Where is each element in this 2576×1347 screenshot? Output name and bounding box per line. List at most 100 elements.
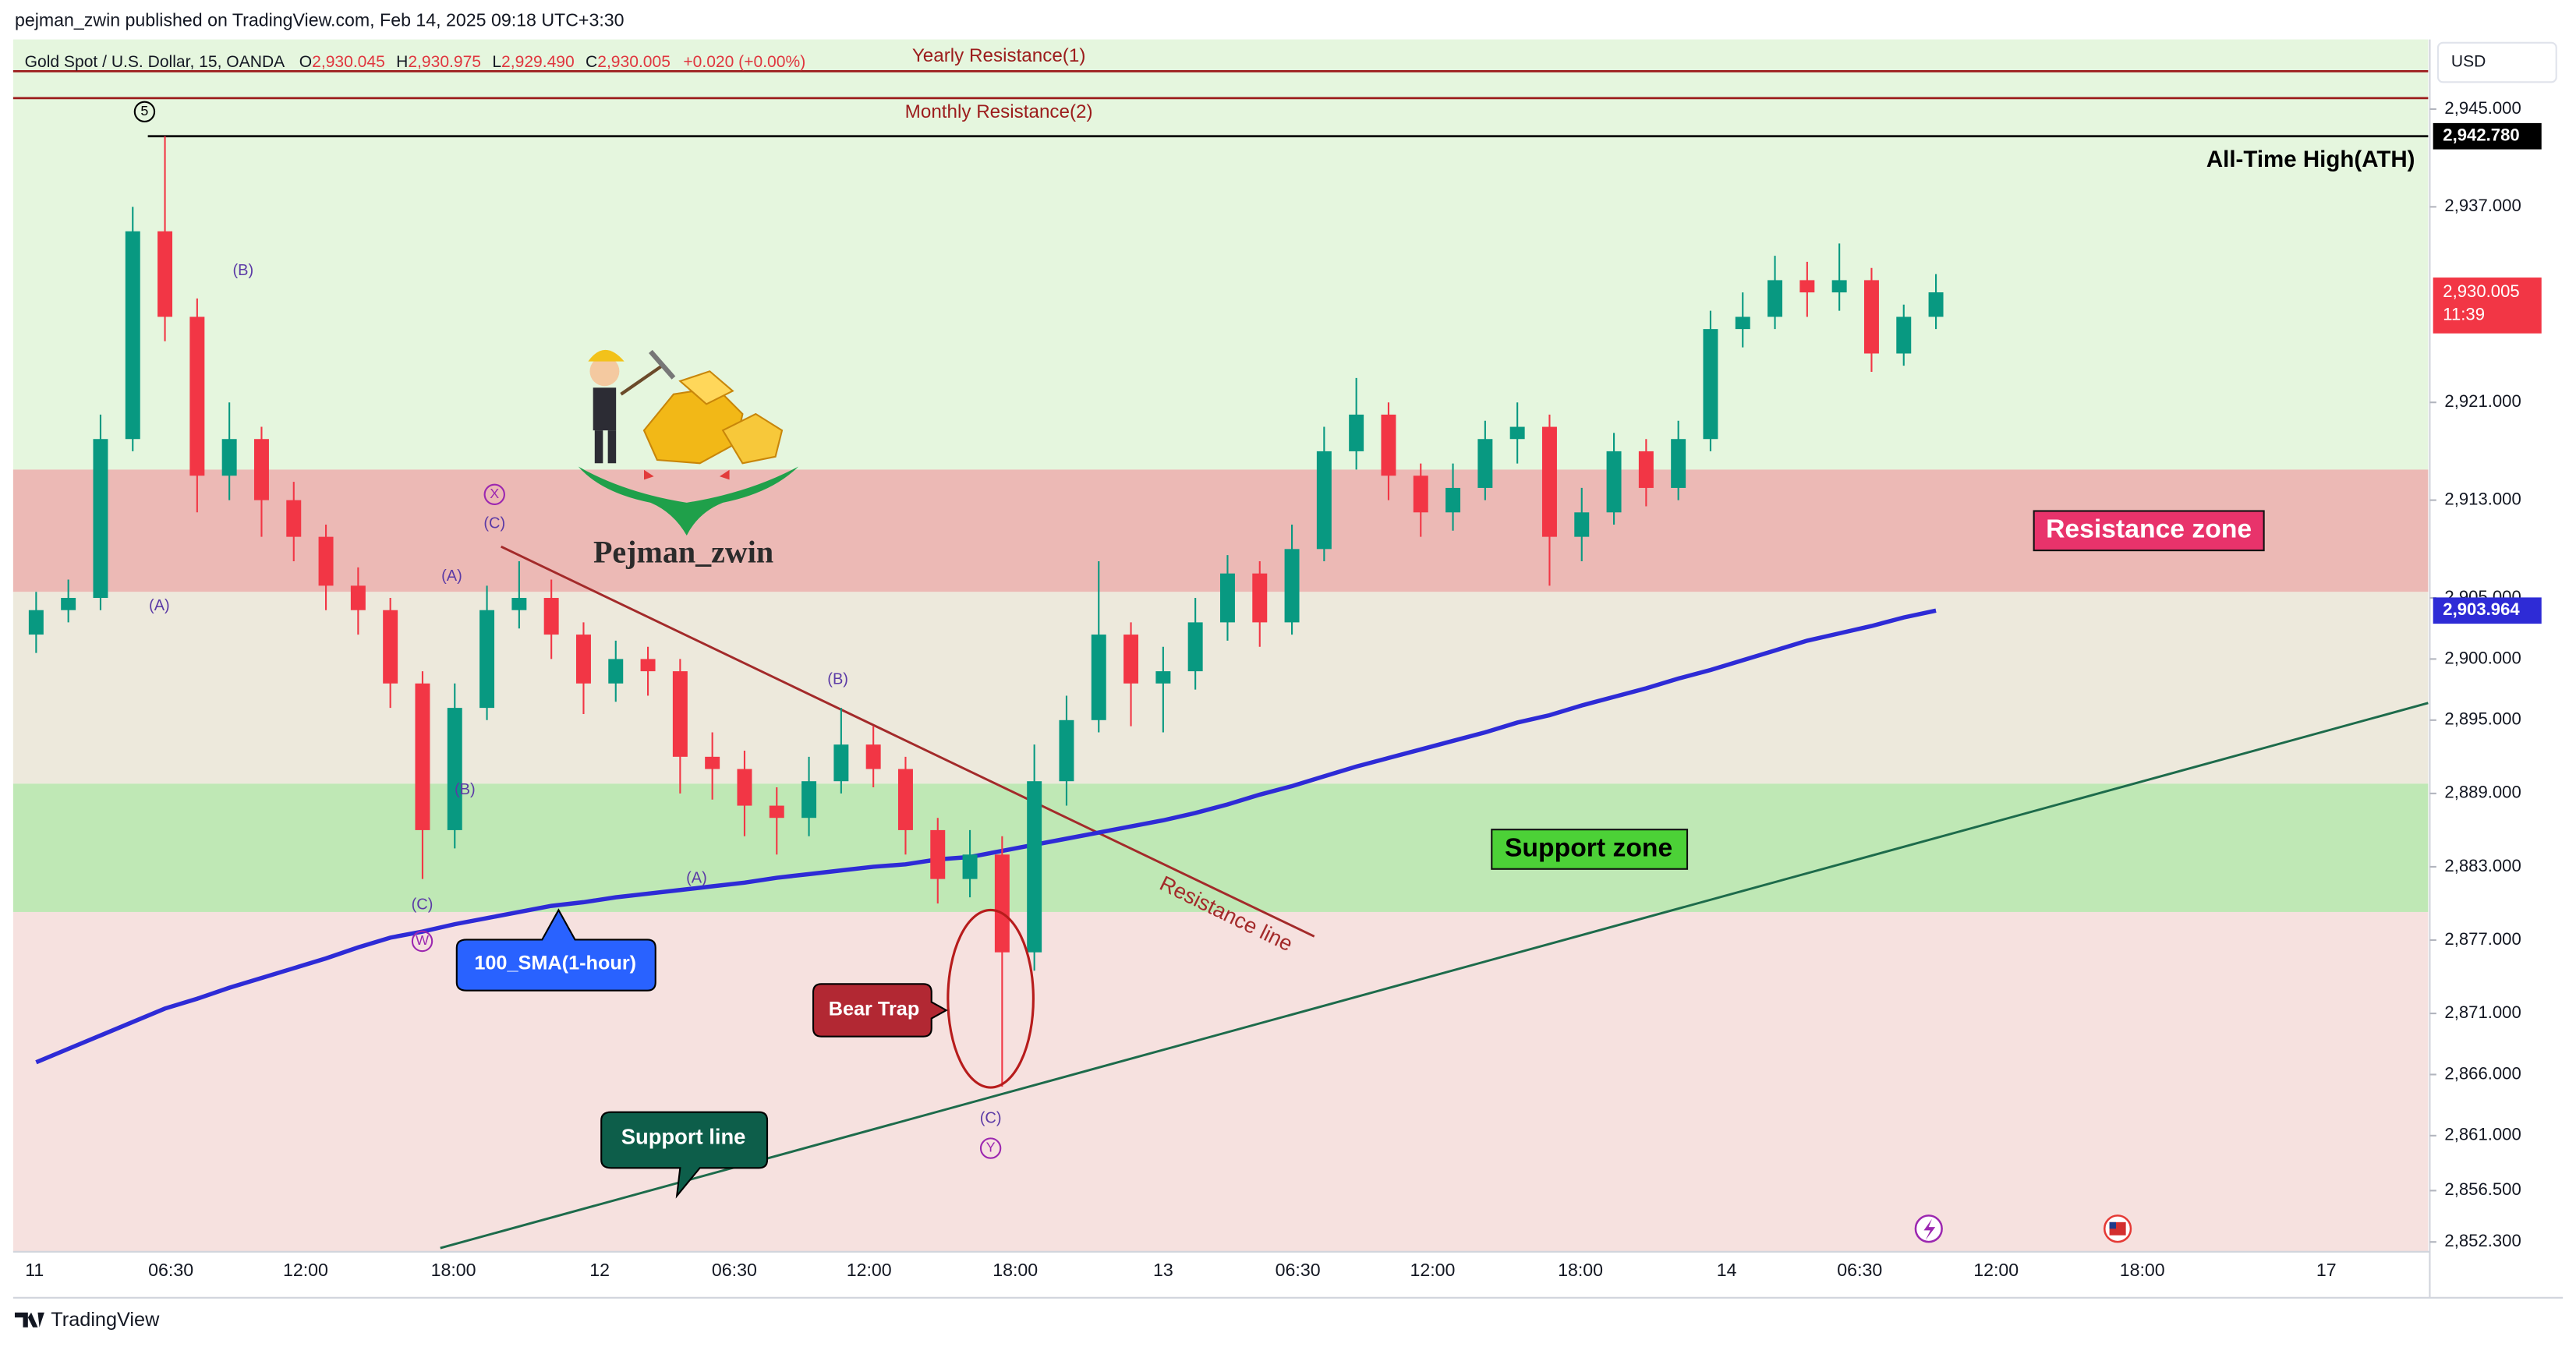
level-label: Monthly Resistance(2) <box>905 101 1093 122</box>
wave-label: (C) <box>980 1109 1002 1126</box>
callout-text: Bear Trap <box>829 999 920 1020</box>
candle-body <box>1027 781 1042 953</box>
plot-area-lower <box>12 911 2429 1252</box>
x-tick-label: 18:00 <box>431 1260 476 1280</box>
callout-text: Support line <box>621 1125 746 1149</box>
zone-label: Resistance zone <box>2046 514 2252 544</box>
candle-body <box>189 316 205 476</box>
candle-body <box>125 231 140 440</box>
candle-body <box>705 756 720 769</box>
candle-body <box>415 683 430 830</box>
candle-body <box>286 500 302 537</box>
change: +0.020 (+0.00%) <box>683 53 805 71</box>
x-tick-label: 06:30 <box>712 1260 757 1280</box>
candle-body <box>1896 316 1912 354</box>
ohlc-value: 2,930.045 <box>312 53 385 71</box>
footer: TradingView <box>51 1309 160 1331</box>
symbol-line: Gold Spot / U.S. Dollar, 15, OANDA O2,93… <box>25 53 806 71</box>
wave-label: (A) <box>441 567 462 585</box>
candle-body <box>1219 573 1235 623</box>
zone-label-box <box>2033 510 2265 552</box>
candle-body <box>962 854 978 879</box>
candle-body <box>1091 635 1106 720</box>
candle-body <box>1606 451 1622 513</box>
callout-text: 100_SMA(1-hour) <box>474 953 636 974</box>
candle-body <box>1187 622 1203 672</box>
candle-body <box>253 439 269 500</box>
x-tick-label: 14 <box>1717 1260 1737 1280</box>
x-tick-label: 06:30 <box>1837 1260 1882 1280</box>
watermark-text: Pejman_zwin <box>593 534 773 569</box>
y-tick-label: 2,945.000 <box>2444 98 2521 118</box>
candle-body <box>1574 512 1590 537</box>
candle-body <box>61 598 76 610</box>
x-tick-label: 12:00 <box>1973 1260 2019 1280</box>
candle-body <box>1671 439 1686 488</box>
candle-body <box>221 439 237 476</box>
candle-body <box>93 439 108 599</box>
candle-body <box>28 610 44 635</box>
candle-body <box>1767 280 1783 317</box>
wave-label: X <box>490 486 499 501</box>
candle-body <box>511 598 527 610</box>
currency-box[interactable] <box>2436 41 2557 83</box>
candle-body <box>930 829 946 879</box>
candle-body <box>1123 635 1139 684</box>
wave-label: 5 <box>140 103 148 118</box>
event-icon-glyph <box>2109 1221 2116 1229</box>
x-tick-label: 18:00 <box>993 1260 1038 1280</box>
wave-label: (A) <box>149 597 170 614</box>
candle-body <box>1703 329 1718 440</box>
plot: Yearly Resistance(1) Monthly Resistance(2… <box>12 45 2429 1250</box>
x-tick-label: 17 <box>2316 1260 2337 1280</box>
candle-body <box>1831 280 1847 293</box>
candle-body <box>737 769 752 806</box>
candle-body <box>157 231 173 317</box>
ohlc-key: H <box>396 53 408 71</box>
x-tick-label: 12:00 <box>847 1260 892 1280</box>
candle-body <box>1928 292 1944 317</box>
y-tick-label: 2,866.000 <box>2444 1063 2521 1083</box>
trendline <box>501 545 1315 938</box>
ohlc-key: L <box>492 53 501 71</box>
wave-label: (B) <box>827 671 848 688</box>
candle-body <box>1059 719 1074 782</box>
candle-body <box>350 585 366 610</box>
x-tick-label: 18:00 <box>1558 1260 1603 1280</box>
publisher-line: pejman_zwin published on TradingView.com… <box>15 10 625 30</box>
currency: USD <box>2451 53 2486 71</box>
x-tick-label: 12 <box>589 1260 610 1280</box>
y-tick-label: 2,852.300 <box>2444 1231 2521 1250</box>
ohlc-key: C <box>586 53 597 71</box>
candle-body <box>543 598 559 635</box>
plot-background <box>12 39 2429 1252</box>
wave-label: (B) <box>233 262 254 279</box>
ohlc-value: 2,929.490 <box>501 53 575 71</box>
wave-label: (C) <box>483 515 505 532</box>
sma-line <box>35 608 1937 1065</box>
candle-body <box>318 536 334 586</box>
plot-area-upper <box>12 39 2429 470</box>
candle-body <box>897 769 913 830</box>
y-tick-label: 2,895.000 <box>2444 709 2521 729</box>
y-tick-label: 2,856.500 <box>2444 1179 2521 1199</box>
y-tick-label: 2,861.000 <box>2444 1125 2521 1144</box>
candle-body <box>1413 476 1428 513</box>
trendline <box>440 702 2429 1250</box>
y-tick-label: 2,913.000 <box>2444 489 2521 508</box>
wave-circle <box>133 101 156 122</box>
candle-body <box>479 610 495 709</box>
y-tick-label: 2,937.000 <box>2444 196 2521 215</box>
candle-body <box>1541 426 1557 537</box>
candle-body <box>640 659 656 672</box>
y-tick-label: 2,883.000 <box>2444 856 2521 875</box>
candle-body <box>447 708 462 830</box>
candle-body <box>833 744 849 782</box>
ath-price-label: 2,942.780 <box>2443 126 2519 145</box>
candle-body <box>1509 426 1525 440</box>
wave-circle <box>483 483 505 506</box>
candle-body <box>1799 280 1815 293</box>
wave-label: (A) <box>686 870 707 887</box>
x-tick-label: 13 <box>1153 1260 1173 1280</box>
